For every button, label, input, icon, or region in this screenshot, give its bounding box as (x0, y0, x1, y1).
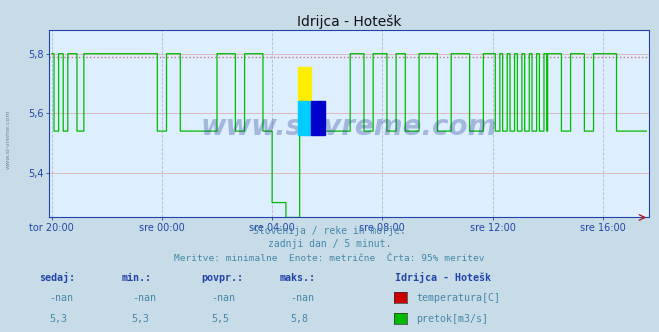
Bar (299, 67, 312, 101)
Text: povpr.:: povpr.: (201, 273, 243, 283)
Text: www.si-vreme.com: www.si-vreme.com (5, 110, 11, 169)
Text: sedaj:: sedaj: (40, 272, 76, 283)
Text: -nan: -nan (49, 293, 73, 303)
Text: -nan: -nan (211, 293, 235, 303)
Text: pretok[m3/s]: pretok[m3/s] (416, 314, 488, 324)
Text: 5,5: 5,5 (211, 314, 229, 324)
Text: Meritve: minimalne  Enote: metrične  Črta: 95% meritev: Meritve: minimalne Enote: metrične Črta:… (174, 254, 485, 263)
Text: Slovenija / reke in morje.: Slovenija / reke in morje. (253, 226, 406, 236)
Text: maks.:: maks.: (280, 273, 316, 283)
Text: min.:: min.: (122, 273, 152, 283)
Text: temperatura[C]: temperatura[C] (416, 293, 500, 303)
Bar (312, 101, 325, 135)
Text: -nan: -nan (132, 293, 156, 303)
Text: 5,3: 5,3 (132, 314, 150, 324)
Text: -nan: -nan (290, 293, 314, 303)
Text: 5,3: 5,3 (49, 314, 67, 324)
Text: 5,8: 5,8 (290, 314, 308, 324)
Title: Idrijca - Hotešk: Idrijca - Hotešk (297, 14, 401, 29)
Text: Idrijca - Hotešk: Idrijca - Hotešk (395, 272, 492, 283)
Text: www.si-vreme.com: www.si-vreme.com (201, 114, 498, 141)
Text: zadnji dan / 5 minut.: zadnji dan / 5 minut. (268, 239, 391, 249)
Bar (299, 101, 312, 135)
